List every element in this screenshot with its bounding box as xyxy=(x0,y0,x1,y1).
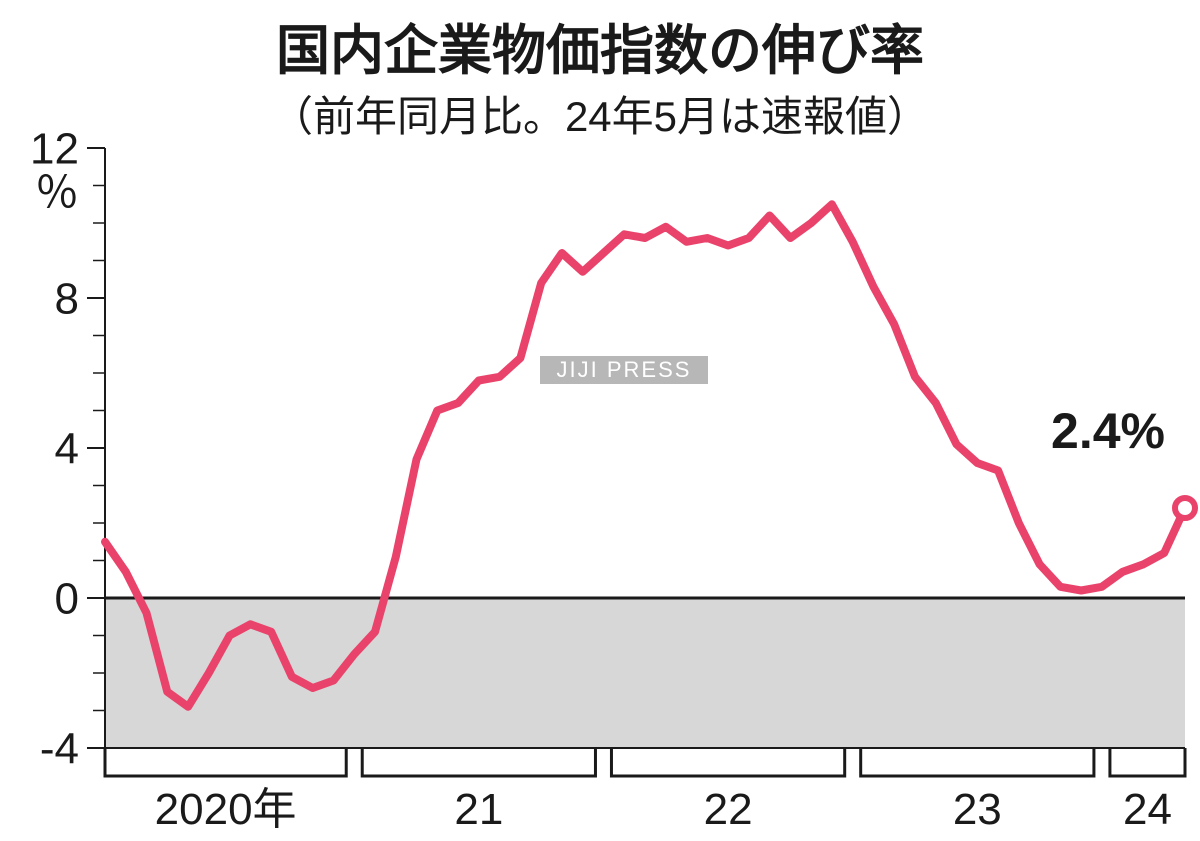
x-year-label: 22 xyxy=(704,785,753,834)
x-year-bracket xyxy=(611,748,844,776)
y-tick-label: -4 xyxy=(40,724,79,773)
y-tick-label: 0 xyxy=(55,574,79,623)
watermark-bg xyxy=(540,356,708,384)
x-year-label: 21 xyxy=(454,785,503,834)
x-year-label: 24 xyxy=(1123,785,1172,834)
x-year-label: 23 xyxy=(953,785,1002,834)
watermark-text: JIJI PRESS xyxy=(557,357,692,382)
x-year-bracket xyxy=(861,748,1094,776)
y-unit-label: ％ xyxy=(35,168,79,217)
chart-subtitle: （前年同月比。24年5月は速報値） xyxy=(0,83,1200,144)
end-marker xyxy=(1175,498,1195,518)
x-year-label: 2020年 xyxy=(155,785,297,834)
x-year-bracket xyxy=(362,748,595,776)
end-value-label: 2.4% xyxy=(1051,403,1165,459)
y-tick-label: 8 xyxy=(55,274,79,323)
x-year-bracket xyxy=(105,748,346,776)
chart-title: 国内企業物価指数の伸び率 xyxy=(0,6,1200,85)
x-year-bracket xyxy=(1110,748,1185,776)
y-tick-label: 4 xyxy=(55,424,79,473)
data-line xyxy=(105,204,1185,707)
negative-band xyxy=(105,598,1185,748)
